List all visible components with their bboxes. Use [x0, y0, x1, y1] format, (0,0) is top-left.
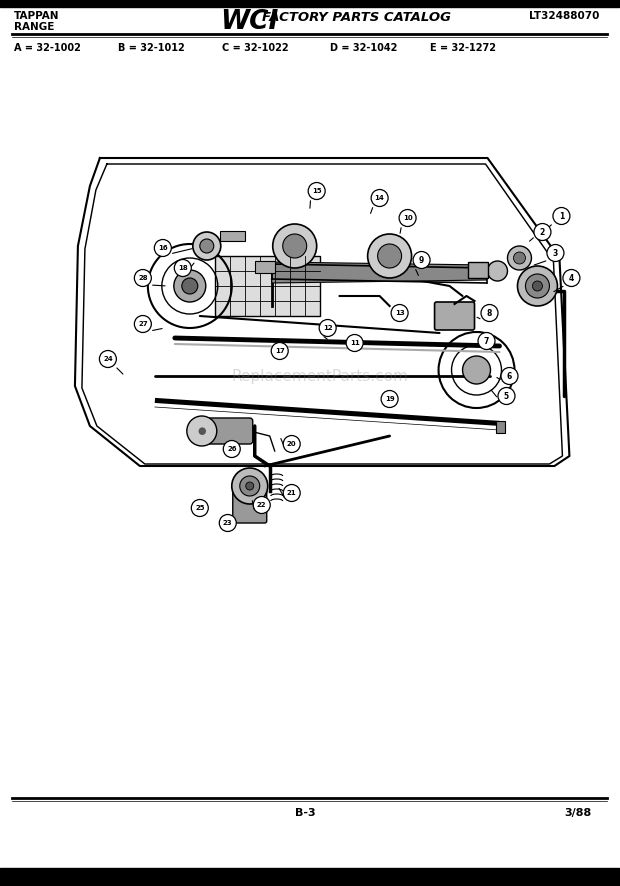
Circle shape: [283, 234, 307, 258]
Text: 23: 23: [223, 520, 232, 526]
Circle shape: [346, 335, 363, 352]
Text: 8: 8: [487, 308, 492, 317]
Text: 17: 17: [275, 348, 285, 354]
Circle shape: [200, 239, 214, 253]
Circle shape: [378, 244, 402, 268]
Text: 24: 24: [103, 356, 113, 362]
Text: 18: 18: [178, 265, 188, 271]
Circle shape: [533, 281, 542, 291]
Text: 2: 2: [540, 228, 545, 237]
Circle shape: [553, 207, 570, 224]
Text: 14: 14: [374, 195, 384, 201]
Text: 25: 25: [195, 505, 205, 511]
FancyBboxPatch shape: [435, 302, 474, 330]
FancyBboxPatch shape: [232, 489, 267, 523]
Text: 3: 3: [553, 248, 558, 258]
Circle shape: [381, 391, 398, 408]
Text: C = 32-1022: C = 32-1022: [222, 43, 288, 53]
Circle shape: [534, 223, 551, 240]
Circle shape: [135, 315, 151, 332]
Text: A = 32-1002: A = 32-1002: [14, 43, 81, 53]
Text: ReplacementParts.com: ReplacementParts.com: [231, 369, 408, 384]
Circle shape: [219, 515, 236, 532]
Circle shape: [187, 416, 217, 446]
Circle shape: [223, 440, 241, 457]
Text: 13: 13: [395, 310, 404, 316]
Circle shape: [501, 368, 518, 385]
Circle shape: [192, 500, 208, 517]
Circle shape: [526, 274, 549, 298]
Circle shape: [193, 232, 221, 260]
Circle shape: [174, 270, 206, 302]
Text: 6: 6: [507, 371, 512, 380]
Circle shape: [246, 482, 254, 490]
Circle shape: [498, 387, 515, 405]
Circle shape: [283, 436, 300, 453]
Text: LT32488070: LT32488070: [529, 11, 600, 21]
Circle shape: [563, 269, 580, 286]
Bar: [219, 231, 245, 241]
Circle shape: [518, 266, 557, 306]
Text: FACTORY PARTS CATALOG: FACTORY PARTS CATALOG: [262, 11, 451, 24]
Text: 22: 22: [257, 502, 267, 508]
Text: 5: 5: [504, 392, 509, 400]
Text: 21: 21: [287, 490, 296, 496]
FancyBboxPatch shape: [207, 418, 253, 444]
Bar: [495, 421, 505, 433]
Circle shape: [154, 239, 171, 257]
Text: 10: 10: [403, 215, 412, 221]
Text: B-3: B-3: [294, 808, 316, 818]
Circle shape: [135, 269, 151, 286]
Circle shape: [487, 261, 508, 281]
Bar: [467, 262, 487, 278]
Circle shape: [253, 496, 270, 514]
Text: 19: 19: [385, 396, 394, 402]
Circle shape: [283, 485, 300, 501]
Circle shape: [368, 234, 412, 278]
Circle shape: [99, 351, 117, 368]
Circle shape: [508, 246, 531, 270]
Circle shape: [232, 468, 268, 504]
Bar: [255, 261, 275, 273]
Text: 27: 27: [138, 321, 148, 327]
Text: 11: 11: [350, 340, 360, 346]
Text: WCI: WCI: [219, 9, 278, 35]
Circle shape: [319, 320, 336, 337]
Text: 16: 16: [158, 245, 167, 251]
Text: TAPPAN: TAPPAN: [14, 11, 60, 21]
Text: 1: 1: [559, 212, 564, 221]
Text: E = 32-1272: E = 32-1272: [430, 43, 495, 53]
Text: 9: 9: [419, 255, 424, 265]
Circle shape: [371, 190, 388, 206]
Circle shape: [240, 476, 260, 496]
Text: 12: 12: [323, 325, 332, 331]
Text: ●: ●: [198, 426, 206, 436]
Text: RANGE: RANGE: [14, 22, 55, 32]
Circle shape: [308, 183, 325, 199]
Circle shape: [399, 209, 416, 227]
Circle shape: [463, 356, 490, 384]
Circle shape: [513, 252, 526, 264]
Text: 15: 15: [312, 188, 322, 194]
Text: 26: 26: [227, 446, 236, 452]
Circle shape: [547, 245, 564, 261]
Circle shape: [478, 332, 495, 349]
Circle shape: [182, 278, 198, 294]
Text: 20: 20: [287, 441, 296, 447]
Circle shape: [174, 260, 192, 276]
Circle shape: [271, 343, 288, 360]
Circle shape: [481, 305, 498, 322]
Text: 7: 7: [484, 337, 489, 346]
Circle shape: [391, 305, 408, 322]
Circle shape: [273, 224, 317, 268]
Bar: [215, 256, 320, 316]
Text: 4: 4: [569, 274, 574, 283]
Text: D = 32-1042: D = 32-1042: [330, 43, 397, 53]
Text: 28: 28: [138, 275, 148, 281]
Text: 3/88: 3/88: [564, 808, 591, 818]
Polygon shape: [272, 262, 487, 283]
Text: B = 32-1012: B = 32-1012: [118, 43, 185, 53]
Circle shape: [413, 252, 430, 268]
